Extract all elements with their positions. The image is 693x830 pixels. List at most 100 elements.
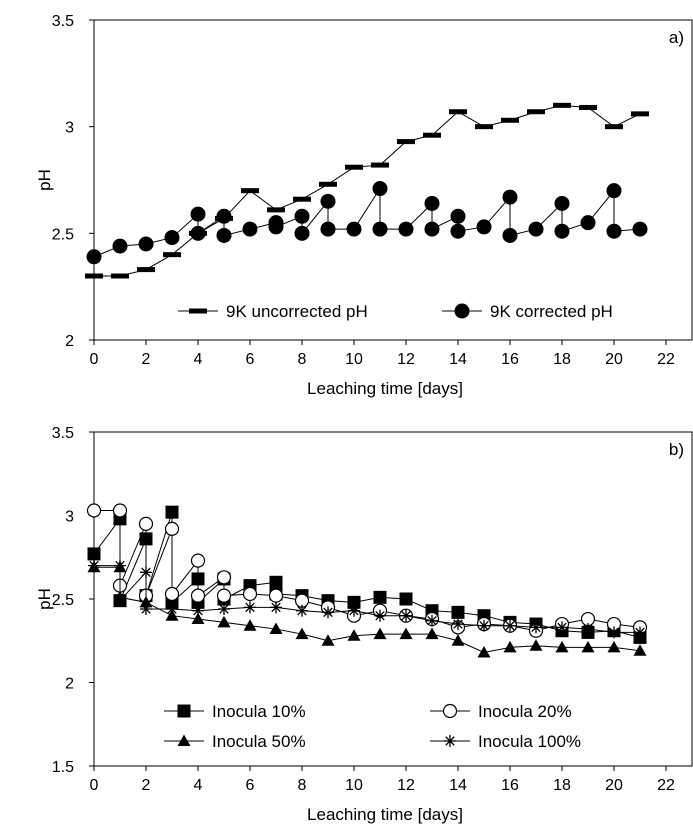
y-axis-label: pH (35, 169, 54, 191)
data-point (190, 225, 206, 241)
y-tick-label: 3 (65, 120, 74, 137)
data-point (294, 208, 310, 224)
x-tick-label: 12 (397, 351, 415, 368)
data-point (268, 219, 284, 235)
legend-item: Inocula 100% (430, 732, 581, 751)
data-point (322, 606, 334, 619)
data-point (502, 189, 518, 205)
data-point (450, 223, 466, 239)
legend-label: Inocula 100% (478, 732, 581, 751)
data-point (632, 221, 648, 237)
data-point (296, 604, 308, 617)
data-point (581, 640, 595, 653)
asterisk-stroke (375, 610, 385, 621)
data-point (478, 619, 490, 632)
data-point (293, 196, 311, 202)
x-tick-label: 22 (657, 777, 675, 794)
legend-item: 9K uncorrected pH (178, 302, 368, 321)
asterisk-stroke (167, 604, 177, 614)
data-point (216, 570, 232, 585)
data-point (190, 206, 206, 222)
data-point (476, 219, 492, 235)
data-point (345, 164, 363, 170)
data-point (216, 588, 232, 603)
asterisk-stroke (445, 736, 455, 746)
data-point (527, 109, 545, 115)
x-axis-label: Leaching time [days] (307, 805, 463, 824)
data-point (502, 227, 518, 243)
data-point (166, 603, 178, 616)
x-tick-label: 0 (90, 777, 99, 794)
legend-label: Inocula 50% (212, 732, 306, 751)
data-point (424, 195, 440, 211)
data-point (607, 640, 621, 653)
series-inocula-100- (88, 559, 646, 639)
data-point (605, 124, 623, 130)
data-point (606, 183, 622, 199)
y-tick-label: 2 (65, 333, 74, 350)
legend: 9K uncorrected pH 9K corrected pH (178, 302, 613, 321)
data-point (372, 181, 388, 197)
x-tick-label: 2 (142, 777, 151, 794)
data-point (608, 626, 620, 639)
asterisk-stroke (271, 602, 281, 613)
data-point (216, 208, 232, 224)
data-point (347, 629, 361, 641)
data-point (606, 223, 622, 239)
asterisk-stroke (245, 602, 255, 613)
asterisk-stroke (635, 627, 645, 638)
legend-label: 9K corrected pH (490, 302, 613, 321)
data-point (269, 622, 283, 635)
x-tick-label: 10 (345, 777, 363, 794)
legend-marker (177, 704, 191, 718)
data-point (400, 609, 412, 622)
data-point (112, 238, 128, 254)
data-point (111, 273, 129, 279)
legend-marker (177, 734, 191, 746)
data-point (244, 601, 256, 614)
x-tick-label: 16 (501, 351, 519, 368)
asterisk-stroke (453, 619, 463, 629)
x-tick-label: 4 (194, 351, 203, 368)
asterisk-stroke (583, 624, 593, 634)
data-point (140, 603, 152, 616)
asterisk-stroke (297, 605, 307, 616)
legend-marker (189, 308, 207, 314)
data-point (270, 601, 282, 614)
x-tick-label: 10 (345, 351, 363, 368)
data-point (87, 547, 101, 561)
x-tick-label: 12 (397, 777, 415, 794)
asterisk-stroke (349, 605, 359, 616)
asterisk-stroke (193, 605, 203, 616)
legend: Inocula 10% Inocula 20% Inocula 50% Inocula… (164, 702, 581, 751)
data-point (242, 586, 258, 602)
data-point (163, 252, 181, 258)
x-tick-label: 8 (298, 777, 307, 794)
y-tick-label: 3 (65, 509, 74, 526)
asterisk-stroke (141, 567, 151, 577)
asterisk-stroke (115, 560, 125, 571)
chart-panel-b: 1.5 2 2.5 3 3.5 0 2 4 6 8 10 12 14 16 18 20 22 Leaching t… (35, 425, 693, 824)
data-point (501, 117, 519, 123)
data-point (634, 626, 646, 639)
data-point (475, 124, 493, 130)
data-point (137, 267, 155, 273)
data-point (452, 618, 464, 631)
data-point (88, 559, 100, 572)
data-point (373, 590, 387, 604)
asterisk-stroke (531, 622, 541, 633)
series-9k-uncorrected-ph (85, 102, 649, 279)
asterisk-stroke (505, 621, 515, 631)
asterisk-stroke (89, 560, 99, 571)
x-tick-label: 6 (246, 777, 255, 794)
data-point (86, 503, 102, 518)
data-point (320, 221, 336, 237)
y-tick-label: 2.5 (52, 226, 74, 243)
data-point (86, 249, 102, 265)
data-point (373, 627, 387, 640)
x-tick-label: 14 (449, 777, 467, 794)
plot-frame (93, 19, 693, 341)
data-point (114, 594, 126, 607)
